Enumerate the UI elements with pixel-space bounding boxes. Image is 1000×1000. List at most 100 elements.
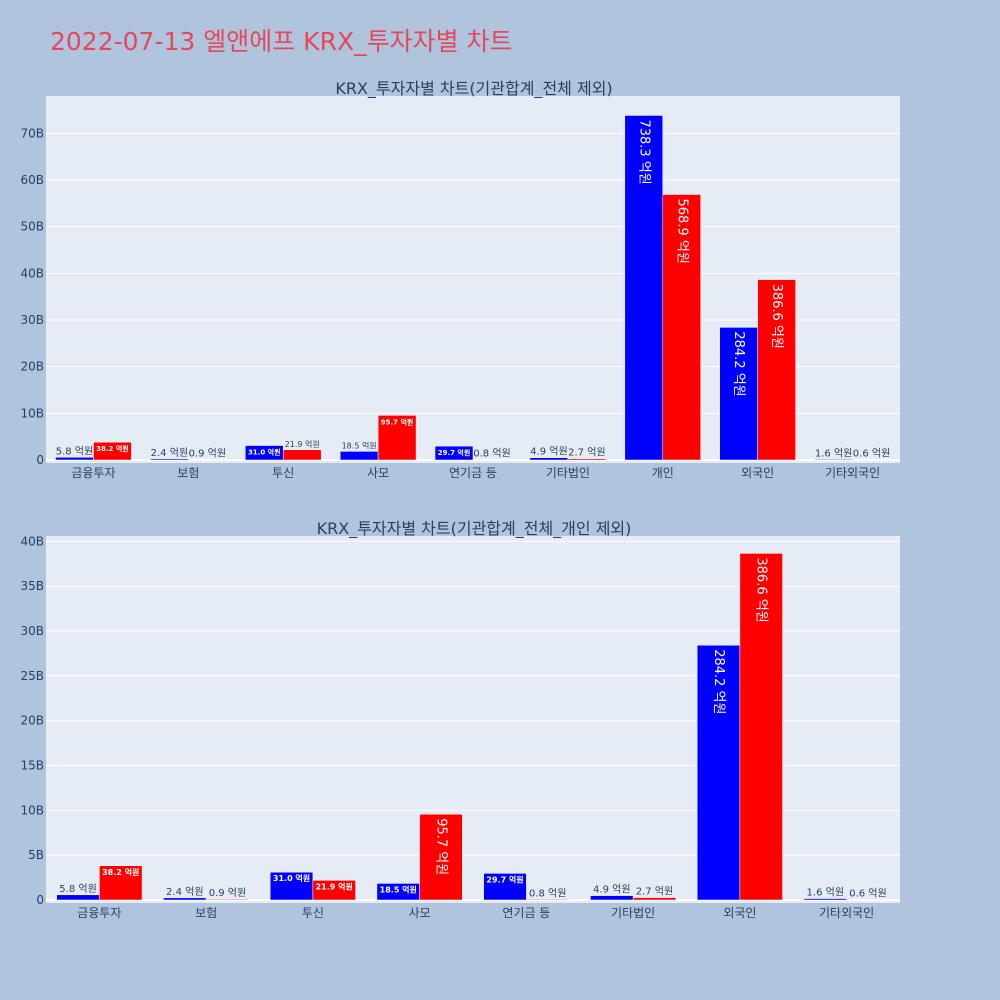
- buy-bar: [624, 115, 664, 461]
- y-tick-label: 25B: [20, 669, 44, 683]
- x-tick-label: 연기금 등: [449, 466, 497, 480]
- x-tick-label: 금융투자: [77, 906, 121, 920]
- y-tick-label: 50B: [20, 220, 44, 234]
- data-label: 0.6 억원: [849, 887, 886, 899]
- x-tick-label: 외국인: [741, 466, 774, 480]
- buy-bar: [814, 459, 853, 461]
- data-label: 2.7 억원: [568, 447, 605, 459]
- sell-bar: [739, 553, 783, 901]
- buy-bar: [339, 451, 379, 461]
- sell-bar: [99, 865, 143, 901]
- y-tick-label: 20B: [20, 714, 44, 728]
- data-label: 4.9 억원: [530, 446, 567, 458]
- chart-1: 0 10B 20B 30B 40B 50B 60B 70B KRX_투자자별 차트(기관합계_전…: [20, 79, 900, 480]
- x-tick-label: 보험: [195, 906, 217, 920]
- data-label: 95.7 억원: [381, 417, 414, 426]
- sell-bar: [377, 415, 417, 461]
- data-label: 29.7 억원: [438, 448, 471, 457]
- sell-bar: [472, 459, 512, 461]
- y-tick-label: 0: [36, 893, 44, 907]
- page-title: 2022-07-13 엘앤에프 KRX_투자자별 차트: [50, 27, 513, 56]
- data-label: 38.2 억원: [102, 867, 139, 877]
- x-tick-label: 외국인: [723, 906, 756, 920]
- data-label: 284.2 억원: [711, 649, 726, 714]
- data-label: 5.8 억원: [56, 445, 93, 457]
- x-tick-label: 투신: [272, 466, 294, 480]
- data-label: 38.2 억원: [96, 444, 129, 453]
- y-tick-label: 15B: [20, 759, 44, 773]
- sell-bar: [419, 813, 463, 901]
- x-tick-label: 금융투자: [71, 466, 115, 480]
- data-label: 386.6 억원: [754, 557, 769, 622]
- data-label: 0.9 억원: [209, 887, 246, 899]
- data-label: 1.6 억원: [815, 447, 852, 459]
- data-label: 386.6 억원: [769, 284, 784, 349]
- x-tick-label: 투신: [302, 906, 324, 920]
- x-tick-label: 개인: [652, 466, 674, 480]
- x-tick-label: 연기금 등: [502, 906, 550, 920]
- buy-bar: [529, 457, 569, 461]
- data-label: 29.7 억원: [486, 874, 523, 884]
- y-tick-label: 0: [36, 453, 44, 467]
- data-label: 31.0 억원: [248, 448, 281, 457]
- x-tick-label: 기타외국인: [819, 906, 874, 920]
- data-label: 0.9 억원: [189, 448, 226, 460]
- buy-bar: [483, 873, 527, 901]
- buy-bar: [719, 327, 758, 461]
- sell-bar: [188, 459, 227, 461]
- chart-title: KRX_투자자별 차트(기관합계_전체 제외): [335, 79, 612, 99]
- data-label: 5.8 억원: [59, 883, 96, 895]
- y-tick-label: 10B: [20, 803, 44, 817]
- x-tick-label: 기타외국인: [825, 466, 880, 480]
- data-label: 18.5 억원: [342, 440, 377, 450]
- data-label: 21.9 억원: [316, 881, 353, 891]
- data-label: 0.6 억원: [853, 448, 890, 460]
- y-tick-label: 30B: [20, 313, 44, 327]
- data-label: 568.9 억원: [674, 199, 689, 264]
- buy-bar: [434, 445, 474, 461]
- data-label: 4.9 억원: [593, 884, 630, 896]
- sell-bar: [93, 441, 132, 461]
- sell-bar: [312, 880, 356, 901]
- sell-bar: [632, 897, 677, 901]
- data-label: 95.7 억원: [433, 818, 448, 875]
- y-tick-label: 60B: [20, 173, 44, 187]
- data-label: 2.4 억원: [166, 886, 203, 898]
- x-tick-label: 사모: [409, 906, 431, 920]
- buy-bar: [56, 894, 100, 901]
- data-label: 1.6 억원: [807, 887, 844, 899]
- x-tick-label: 사모: [367, 466, 389, 480]
- sell-bar: [757, 279, 796, 461]
- sell-bar: [852, 459, 891, 461]
- sell-bar: [662, 194, 701, 461]
- data-label: 21.9 억원: [285, 439, 320, 449]
- buy-bar: [55, 457, 94, 461]
- x-tick-label: 기타법인: [546, 466, 590, 480]
- sell-bar: [526, 899, 570, 901]
- data-label: 2.7 억원: [636, 886, 673, 898]
- x-tick-label: 보험: [177, 466, 199, 480]
- y-tick-label: 5B: [28, 848, 44, 862]
- sell-bar: [282, 449, 322, 461]
- data-label: 0.8 억원: [529, 887, 566, 899]
- sell-bar: [846, 899, 890, 901]
- buy-bar: [163, 897, 207, 901]
- y-tick-label: 70B: [20, 126, 44, 140]
- sell-bar: [205, 898, 250, 901]
- y-tick-label: 30B: [20, 624, 44, 638]
- buy-bar: [269, 871, 314, 901]
- data-label: 0.8 억원: [473, 448, 510, 460]
- y-tick-label: 20B: [20, 360, 44, 374]
- buy-bar: [803, 898, 847, 901]
- buy-bar: [590, 895, 634, 901]
- y-tick-label: 40B: [20, 534, 44, 548]
- data-label: 2.4 억원: [151, 447, 188, 459]
- sell-bar: [567, 458, 607, 461]
- data-label: 738.3 억원: [636, 119, 651, 184]
- buy-bar: [150, 458, 189, 461]
- chart-2: 0 5B 10B 15B 20B 25B 30B 35B 40B KRX_투자자별 차트(기관합계…: [20, 519, 900, 920]
- data-label: 18.5 억원: [380, 884, 417, 894]
- chart-title: KRX_투자자별 차트(기관합계_전체_개인 제외): [317, 519, 632, 539]
